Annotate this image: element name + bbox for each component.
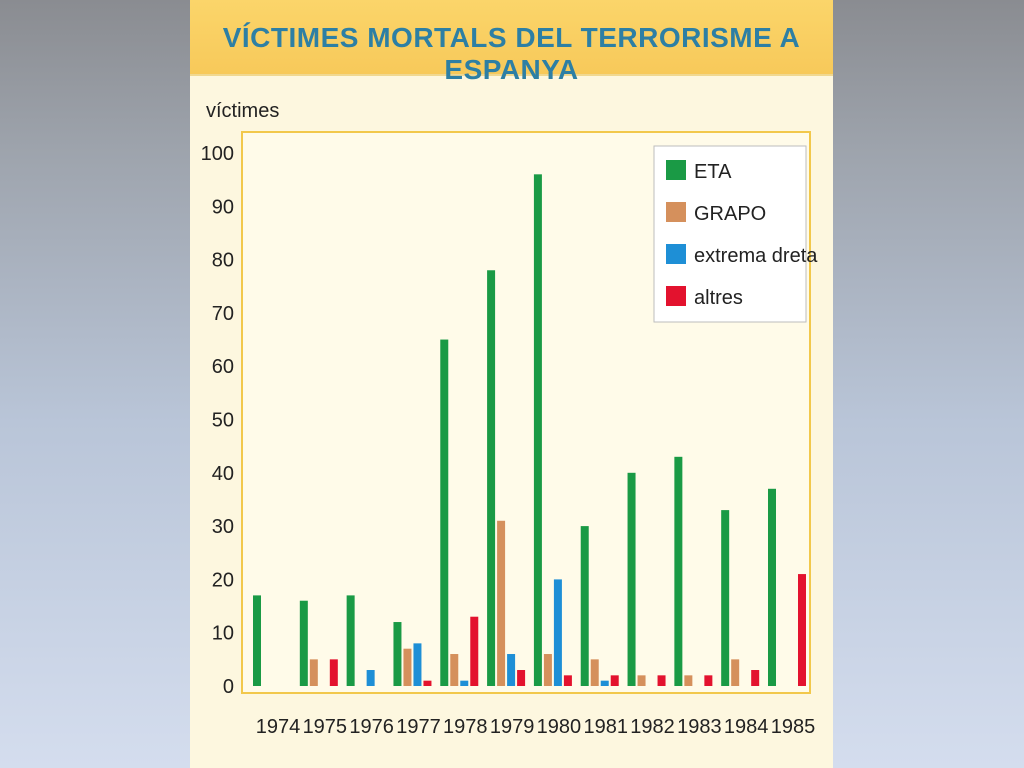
bar-altres-1981 [610,675,619,686]
bar-extrema-dreta-1976 [366,670,375,686]
bar-altres-1979 [517,670,526,686]
bar-grapo-1983 [684,675,693,686]
slide: VÍCTIMES MORTALS DEL TERRORISME A ESPANY… [190,0,833,768]
y-tick-label: 30 [212,516,234,538]
y-tick-label: 10 [212,623,234,645]
bar-grapo-1978 [450,654,459,686]
bar-altres-1985 [798,574,806,686]
bar-extrema-dreta-1977 [413,643,422,686]
x-tick-label: 1982 [630,716,675,738]
legend-label: GRAPO [694,203,766,225]
title-banner: VÍCTIMES MORTALS DEL TERRORISME A ESPANY… [190,0,833,85]
legend: ETA GRAPO extrema dreta altres [653,145,818,323]
y-tick-label: 60 [212,356,234,378]
bar-eta-1978 [440,339,449,686]
bar-eta-1982 [627,472,636,686]
bar-eta-1983 [674,456,683,686]
bar-altres-1978 [470,616,479,686]
x-tick-label: 1975 [303,716,348,738]
bar-altres-1977 [423,680,432,686]
y-tick-label: 0 [223,676,234,698]
x-tick-label: 1983 [677,716,722,738]
bars [253,174,806,686]
bar-eta-1976 [346,595,355,686]
bar-eta-1979 [487,270,496,686]
bar-altres-1975 [329,659,338,686]
y-tick-label: 70 [212,303,234,325]
bar-grapo-1979 [497,520,506,686]
legend-swatch [666,160,686,180]
x-tick-label: 1980 [537,716,582,738]
legend-label: altres [694,287,743,309]
bar-eta-1984 [721,510,730,686]
x-tick-label: 1985 [771,716,816,738]
bar-altres-1982 [657,675,666,686]
bar-extrema-dreta-1979 [507,654,516,686]
y-tick-label: 100 [201,143,234,165]
chart: víctimes 0 10 20 30 40 50 60 70 80 90 100 1974 1975… [201,100,819,738]
legend-label: extrema dreta [694,245,818,267]
chart-title: VÍCTIMES MORTALS DEL TERRORISME A ESPANY… [222,22,801,85]
x-axis-ticks: 1974 1975 1976 1977 1978 1979 1980 1981 1982 1983… [256,716,816,738]
bar-eta-1974 [253,595,261,686]
x-tick-label: 1977 [396,716,441,738]
x-tick-label: 1978 [443,716,488,738]
bar-grapo-1977 [403,648,412,686]
bar-grapo-1981 [590,659,599,686]
y-tick-label: 90 [212,196,234,218]
x-tick-label: 1976 [349,716,394,738]
x-tick-label: 1974 [256,716,301,738]
y-tick-label: 20 [212,569,234,591]
legend-swatch [666,286,686,306]
bar-extrema-dreta-1980 [553,579,562,686]
bar-eta-1977 [393,622,402,686]
bar-grapo-1982 [637,675,646,686]
y-tick-label: 50 [212,410,234,432]
legend-label: ETA [694,161,732,183]
y-axis-ticks: 0 10 20 30 40 50 60 70 80 90 100 [201,143,234,698]
bar-altres-1984 [751,670,760,686]
bar-grapo-1980 [543,654,552,686]
bar-grapo-1984 [731,659,740,686]
bar-altres-1980 [563,675,572,686]
bar-extrema-dreta-1981 [600,680,609,686]
y-axis-label: víctimes [206,100,279,122]
bar-eta-1981 [580,526,589,686]
x-tick-label: 1979 [490,716,535,738]
bar-grapo-1975 [309,659,318,686]
bar-eta-1985 [768,488,776,686]
y-tick-label: 40 [212,463,234,485]
legend-swatch [666,202,686,222]
bar-eta-1980 [533,174,542,686]
x-tick-label: 1981 [583,716,628,738]
y-tick-label: 80 [212,250,234,272]
bar-altres-1983 [704,675,713,686]
legend-swatch [666,244,686,264]
bar-eta-1975 [299,600,308,686]
bar-extrema-dreta-1978 [460,680,469,686]
x-tick-label: 1984 [724,716,769,738]
